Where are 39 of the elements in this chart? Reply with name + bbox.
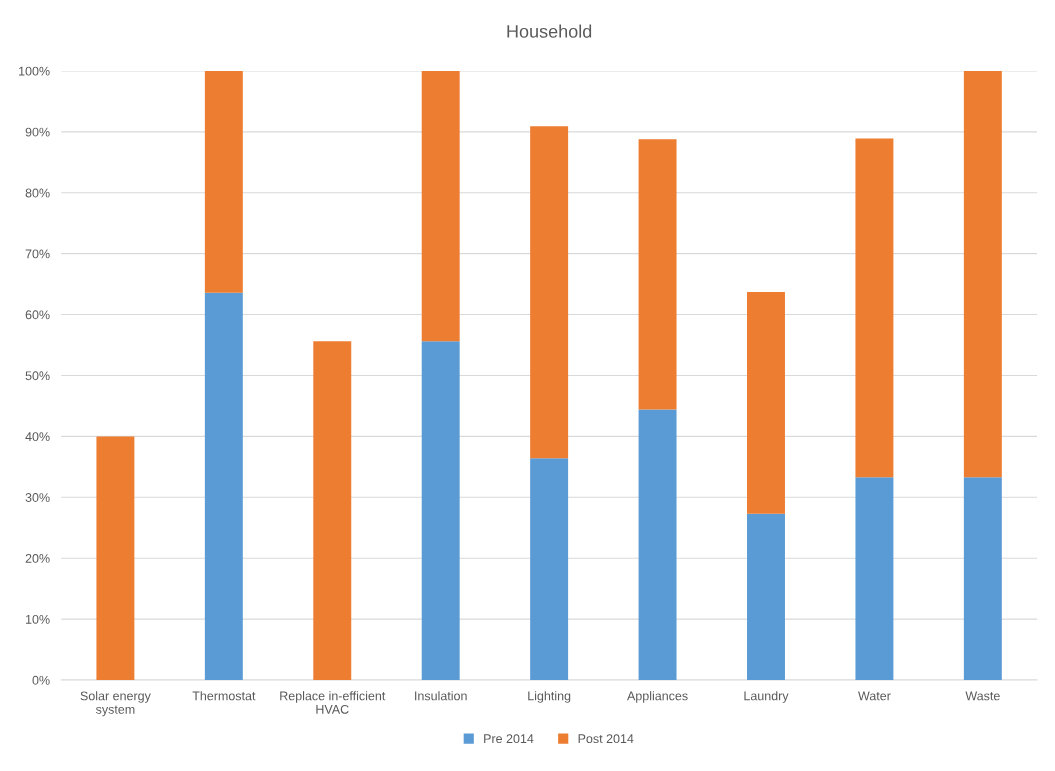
chart-title: Household	[507, 24, 592, 38]
y-tick-label: 30%	[25, 493, 50, 502]
legend-label: Pre 2014	[484, 734, 534, 744]
bar	[855, 477, 894, 681]
x-tick-label: Laundry	[744, 691, 789, 703]
x-tick-label: Appliances	[627, 691, 688, 703]
y-tick-label: 80%	[25, 188, 50, 198]
bar	[96, 436, 135, 681]
bar	[747, 513, 785, 681]
bar	[313, 341, 352, 681]
bar	[421, 341, 460, 681]
x-tick-label: Water	[858, 691, 891, 701]
y-tick-label: 20%	[25, 554, 50, 563]
bar	[747, 292, 785, 514]
bar	[421, 70, 460, 342]
bar	[204, 292, 243, 681]
y-tick-label: 0%	[32, 675, 50, 685]
bar	[963, 70, 1002, 478]
x-tick-label: Waste	[965, 691, 1000, 701]
y-tick-label: 70%	[25, 249, 50, 259]
bar	[638, 409, 677, 681]
y-tick-label: 90%	[25, 127, 50, 137]
bar	[530, 458, 569, 681]
y-tick-label: 100%	[19, 66, 50, 76]
bar	[855, 138, 894, 478]
x-tick-label: Solar energy system	[80, 691, 151, 717]
y-tick-label: 40%	[25, 432, 50, 442]
x-tick-label: Thermostat	[192, 691, 256, 701]
y-tick-label: 10%	[26, 614, 50, 624]
bar	[530, 126, 569, 459]
bar	[963, 477, 1002, 681]
legend-label: Post 2014	[578, 734, 634, 744]
bar	[204, 70, 243, 293]
x-tick-label: Replace in-efficient HVAC	[280, 691, 386, 714]
y-tick-label: 50%	[25, 371, 50, 381]
y-tick-label: 60%	[25, 310, 50, 320]
x-tick-label: Lighting	[528, 691, 571, 703]
x-tick-label: Insulation	[415, 691, 467, 701]
bar	[638, 139, 677, 410]
